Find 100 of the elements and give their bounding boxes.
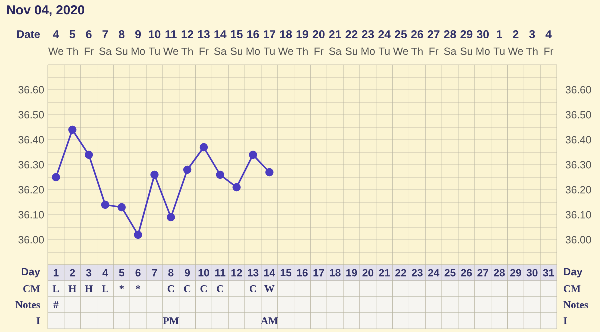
x-tick-label: Tu bbox=[494, 48, 505, 56]
x-tick-label: 29 bbox=[510, 269, 522, 277]
x-tick-label: 16 bbox=[297, 269, 308, 277]
point bbox=[84, 150, 94, 160]
x-tick-label: Fr bbox=[544, 48, 554, 56]
point bbox=[101, 200, 110, 210]
y-tick-label: I bbox=[564, 318, 568, 324]
point bbox=[150, 170, 159, 180]
text: AM bbox=[261, 318, 278, 324]
text: 15 bbox=[231, 30, 243, 38]
x-tick-label: 10 bbox=[198, 269, 210, 277]
text: 12 bbox=[182, 30, 194, 38]
text: Day bbox=[22, 268, 40, 278]
x-tick-label: Mo bbox=[362, 48, 376, 56]
y-tick-label: 36.30 bbox=[18, 161, 44, 169]
x-tick-label: Fr bbox=[84, 48, 94, 56]
point bbox=[232, 183, 241, 192]
x-tick-label: 15 bbox=[280, 269, 292, 277]
x-tick-label: Th bbox=[526, 48, 538, 56]
text: C bbox=[200, 285, 207, 293]
text: 27 bbox=[428, 30, 440, 38]
text: L bbox=[102, 286, 109, 292]
text: 25 bbox=[395, 30, 408, 39]
point bbox=[249, 150, 258, 160]
text: 30 bbox=[477, 30, 490, 39]
y-tick-label: 36.40 bbox=[18, 136, 44, 144]
x-tick-label: Mo bbox=[246, 48, 260, 56]
x-tick-label: Th bbox=[296, 48, 308, 56]
x-tick-label: 9 bbox=[185, 269, 190, 277]
text: 24 bbox=[378, 30, 391, 38]
text: 9 bbox=[136, 30, 142, 39]
point bbox=[167, 213, 176, 222]
text: 14 bbox=[214, 30, 227, 38]
text: * bbox=[120, 286, 124, 290]
text: W bbox=[264, 286, 275, 293]
x-tick-label: Mo bbox=[476, 48, 490, 56]
point bbox=[118, 203, 126, 212]
x-tick-label: 18 bbox=[330, 269, 341, 277]
text: 17 bbox=[264, 30, 276, 38]
x-tick-label: 17 bbox=[314, 269, 324, 277]
x-tick-label: Fr bbox=[200, 48, 209, 56]
text: 21 bbox=[329, 30, 342, 38]
x-tick-label: Fr bbox=[430, 48, 439, 56]
x-tick-label: 13 bbox=[248, 269, 259, 277]
text: H bbox=[85, 286, 93, 292]
x-tick-label: 27 bbox=[478, 269, 488, 277]
x-tick-label: 23 bbox=[412, 269, 423, 277]
x-tick-label: 19 bbox=[346, 269, 358, 277]
x-tick-label: 21 bbox=[379, 269, 390, 277]
text: 18 bbox=[280, 30, 292, 39]
x-tick-label: We bbox=[393, 48, 408, 56]
x-tick-label: We bbox=[278, 48, 294, 56]
text: 3 bbox=[529, 30, 536, 39]
x-tick-label: 26 bbox=[461, 269, 472, 277]
x-tick-label: Sa bbox=[100, 48, 112, 56]
y-tick-label: CM bbox=[564, 285, 581, 293]
text: 22 bbox=[346, 30, 358, 38]
x-tick-label: Fr bbox=[314, 48, 324, 56]
x-tick-label: Sa bbox=[444, 48, 457, 56]
x-axis-title: Day bbox=[564, 268, 583, 278]
text: # bbox=[54, 302, 59, 308]
x-tick-label: 1 bbox=[54, 269, 59, 277]
text: 4 bbox=[53, 30, 60, 38]
text: 2 bbox=[513, 30, 519, 38]
x-tick-label: 4 bbox=[102, 269, 108, 277]
y-tick-label: 36.50 bbox=[18, 111, 44, 119]
point bbox=[52, 173, 60, 182]
x-tick-label: Su bbox=[346, 48, 358, 56]
point bbox=[266, 168, 274, 177]
x-tick-label: 25 bbox=[444, 269, 456, 277]
x-tick-label: Sa bbox=[329, 48, 342, 56]
x-tick-label: 5 bbox=[119, 269, 124, 277]
point bbox=[216, 170, 225, 180]
x-tick-label: 30 bbox=[526, 269, 538, 277]
x-tick-label: Sa bbox=[214, 48, 227, 56]
point bbox=[200, 143, 208, 152]
text: 1 bbox=[497, 30, 502, 38]
text: 20 bbox=[312, 30, 325, 39]
chart-title: Nov 04, 2020 bbox=[7, 5, 84, 17]
text: C bbox=[168, 285, 174, 293]
y-tick-label: Notes bbox=[564, 302, 588, 308]
point bbox=[134, 230, 142, 240]
text: 7 bbox=[102, 30, 108, 38]
x-tick-label: 12 bbox=[232, 269, 242, 277]
x-tick-label: 31 bbox=[543, 269, 554, 277]
x-tick-label: 2 bbox=[70, 269, 76, 277]
x-tick-label: We bbox=[163, 48, 178, 56]
text: 11 bbox=[166, 30, 177, 38]
y-tick-label: 36.00 bbox=[18, 236, 44, 244]
text: 4 bbox=[546, 30, 552, 38]
text: C bbox=[217, 285, 224, 293]
y-tick-label: 36.60 bbox=[18, 86, 44, 94]
x-tick-label: Th bbox=[412, 48, 423, 56]
x-tick-label: 11 bbox=[216, 269, 226, 277]
text: 6 bbox=[86, 30, 92, 39]
x-tick-label: 14 bbox=[264, 269, 276, 277]
point bbox=[68, 126, 77, 134]
x-tick-label: Tu bbox=[149, 48, 160, 56]
text: 23 bbox=[362, 30, 374, 39]
y-tick-label: 36.10 bbox=[18, 211, 44, 219]
